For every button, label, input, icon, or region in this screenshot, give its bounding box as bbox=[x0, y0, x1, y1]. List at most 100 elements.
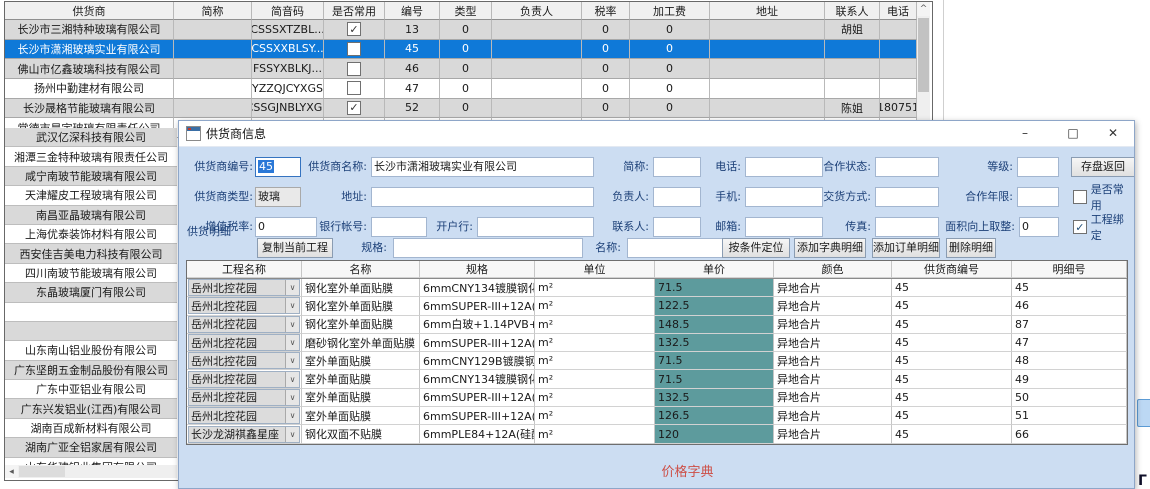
detail-cell[interactable]: m² bbox=[535, 352, 655, 371]
detail-cell[interactable]: 岳州北控花园 ∨ bbox=[187, 388, 302, 408]
table-row[interactable]: 扬州中勤建材有限公司 YZZQJCYXGS 47 0 0 0 bbox=[5, 78, 917, 99]
grid-cell[interactable]: ✓ bbox=[324, 98, 385, 119]
grid-cell[interactable]: CSSXXBLSY... bbox=[252, 39, 324, 60]
project-combobox[interactable]: 岳州北控花园 ∨ bbox=[188, 297, 300, 315]
bank-field[interactable] bbox=[477, 217, 594, 237]
detail-column-header[interactable]: 单价 bbox=[655, 261, 774, 278]
detail-cell[interactable]: 45 bbox=[892, 315, 1012, 334]
grid-cell[interactable] bbox=[174, 98, 252, 119]
detail-cell[interactable]: 室外单面贴膜 bbox=[302, 370, 420, 389]
bind-checkbox-box[interactable]: ✓ bbox=[1073, 220, 1087, 234]
detail-cell[interactable]: 6mmSUPER-III+12A(硅... bbox=[420, 388, 535, 408]
grid-cell[interactable]: 0 bbox=[440, 98, 492, 119]
detail-cell[interactable]: 钢化室外单面贴膜 bbox=[302, 279, 420, 298]
maximize-button[interactable]: □ bbox=[1067, 126, 1079, 140]
table-row[interactable]: 长沙晟格节能玻璃有限公司CSSGJNBLYXGS✓52000陈姐180751 bbox=[5, 98, 917, 119]
list-item[interactable] bbox=[5, 302, 177, 322]
save-return-button[interactable]: 存盘返回 bbox=[1071, 157, 1134, 177]
chevron-down-icon[interactable]: ∨ bbox=[285, 316, 299, 332]
grid-cell[interactable]: 长沙市潇湘玻璃实业有限公司 bbox=[5, 39, 174, 60]
detail-cell[interactable]: m² bbox=[535, 279, 655, 298]
grid-cell[interactable]: 0 bbox=[582, 20, 630, 40]
detail-cell[interactable]: 6mmPLE84+12A(硅酮胶... bbox=[420, 425, 535, 444]
fax-field[interactable] bbox=[875, 217, 939, 237]
list-item[interactable]: 广东坚朗五金制品股份有限公司 bbox=[5, 360, 177, 381]
detail-cell[interactable]: m² bbox=[535, 297, 655, 316]
grid-cell[interactable] bbox=[492, 78, 582, 99]
grid-cell[interactable] bbox=[324, 39, 385, 60]
list-item[interactable]: 湖南百成新材料有限公司 bbox=[5, 418, 177, 439]
grid-cell[interactable]: 扬州中勤建材有限公司 bbox=[5, 78, 174, 99]
chevron-down-icon[interactable]: ∨ bbox=[285, 353, 299, 369]
copy-button[interactable]: 复制当前工程 bbox=[257, 238, 333, 258]
grid-cell[interactable] bbox=[324, 59, 385, 79]
grid-cell[interactable]: CSSGJNBLYXGS bbox=[252, 98, 324, 119]
detail-column-header[interactable]: 工程名称 bbox=[187, 261, 302, 278]
common-checkbox[interactable]: 是否常用 bbox=[1073, 183, 1134, 212]
grid-column-header[interactable]: 供货商 bbox=[5, 2, 174, 20]
detail-cell[interactable]: 异地合片 bbox=[774, 297, 892, 316]
detail-cell[interactable]: 异地合片 bbox=[774, 388, 892, 408]
grid-cell[interactable] bbox=[174, 20, 252, 40]
detail-cell[interactable]: 122.5 bbox=[655, 297, 774, 316]
detail-cell[interactable]: m² bbox=[535, 370, 655, 389]
chevron-down-icon[interactable]: ∨ bbox=[285, 371, 299, 387]
common-use-checkbox[interactable] bbox=[347, 41, 361, 56]
grid-cell[interactable]: 长沙晟格节能玻璃有限公司 bbox=[5, 98, 174, 119]
detail-cell[interactable]: m² bbox=[535, 315, 655, 334]
grid-cell[interactable]: 0 bbox=[440, 59, 492, 79]
detail-column-header[interactable]: 供货商编号 bbox=[892, 261, 1012, 278]
detail-cell[interactable]: 126.5 bbox=[655, 407, 774, 426]
vat-field[interactable]: 0 bbox=[255, 217, 317, 237]
coop_status-field[interactable] bbox=[875, 157, 939, 177]
list-item[interactable]: 咸宁南玻节能玻璃有限公司 bbox=[5, 166, 177, 187]
detail-column-header[interactable]: 明细号 bbox=[1012, 261, 1127, 278]
detail-cell[interactable]: 异地合片 bbox=[774, 333, 892, 353]
detail-cell[interactable]: 岳州北控花园 ∨ bbox=[187, 352, 302, 371]
detail-cell[interactable]: 异地合片 bbox=[774, 279, 892, 298]
grid-cell[interactable]: 长沙市三湘特种玻璃有限公司 bbox=[5, 20, 174, 40]
detail-cell[interactable]: m² bbox=[535, 388, 655, 408]
detail-row[interactable]: 岳州北控花园 ∨钢化室外单面贴膜6mm白玻+1.14PVB+6mm...m²148… bbox=[187, 315, 1127, 334]
detail-cell[interactable]: 45 bbox=[892, 370, 1012, 389]
grid-column-header[interactable]: 地址 bbox=[710, 2, 825, 20]
chevron-down-icon[interactable]: ∨ bbox=[285, 298, 299, 314]
chevron-down-icon[interactable]: ∨ bbox=[285, 426, 299, 442]
grid-cell[interactable] bbox=[492, 98, 582, 119]
grid-cell[interactable] bbox=[880, 78, 917, 99]
list-item[interactable] bbox=[5, 321, 177, 342]
detail-cell[interactable]: 磨砂钢化室外单面贴膜 bbox=[302, 333, 420, 353]
grid-cell[interactable] bbox=[825, 39, 880, 60]
list-item[interactable]: 南昌亚晶玻璃有限公司 bbox=[5, 205, 177, 225]
detail-cell[interactable]: 6mmSUPER-III+12A(硅... bbox=[420, 407, 535, 426]
grid-cell[interactable]: 0 bbox=[630, 98, 710, 119]
grid-vertical-scrollbar[interactable]: ^ bbox=[917, 2, 930, 120]
grid-cell[interactable]: 0 bbox=[582, 78, 630, 99]
grid-column-header[interactable]: 是否常用 bbox=[324, 2, 385, 20]
grid-cell[interactable] bbox=[710, 78, 825, 99]
detail-cell[interactable]: 岳州北控花园 ∨ bbox=[187, 297, 302, 316]
locate-button[interactable]: 按条件定位 bbox=[722, 238, 790, 258]
detail-cell[interactable]: 钢化双面不贴膜 bbox=[302, 425, 420, 444]
grid-column-header[interactable]: 负责人 bbox=[492, 2, 582, 20]
common-checkbox-box[interactable] bbox=[1073, 190, 1087, 204]
minimize-button[interactable]: – bbox=[1022, 126, 1028, 140]
detail-row[interactable]: 岳州北控花园 ∨ 室外单面贴膜 6mmCNY134镀膜钢化 m² 71.5 异地合片 45 49 bbox=[187, 370, 1127, 389]
grid-cell[interactable] bbox=[880, 39, 917, 60]
grid-cell[interactable]: 0 bbox=[630, 20, 710, 40]
spec-value[interactable] bbox=[393, 238, 583, 258]
phone-field[interactable] bbox=[745, 157, 823, 177]
vertical-scroll-thumb[interactable] bbox=[918, 18, 929, 92]
detail-cell[interactable]: 异地合片 bbox=[774, 370, 892, 389]
grid-cell[interactable] bbox=[710, 39, 825, 60]
grid-cell[interactable]: ✓ bbox=[324, 20, 385, 40]
grid-cell[interactable] bbox=[880, 20, 917, 40]
detail-column-header[interactable]: 名称 bbox=[302, 261, 420, 278]
grid-cell[interactable] bbox=[880, 59, 917, 79]
list-item[interactable]: 四川南玻节能玻璃有限公司 bbox=[5, 263, 177, 284]
project-combobox[interactable]: 岳州北控花园 ∨ bbox=[188, 352, 300, 370]
grid-column-header[interactable]: 加工费 bbox=[630, 2, 710, 20]
manager-field[interactable] bbox=[653, 187, 701, 207]
grid-cell[interactable]: 52 bbox=[385, 98, 440, 119]
name-value[interactable] bbox=[627, 238, 727, 258]
